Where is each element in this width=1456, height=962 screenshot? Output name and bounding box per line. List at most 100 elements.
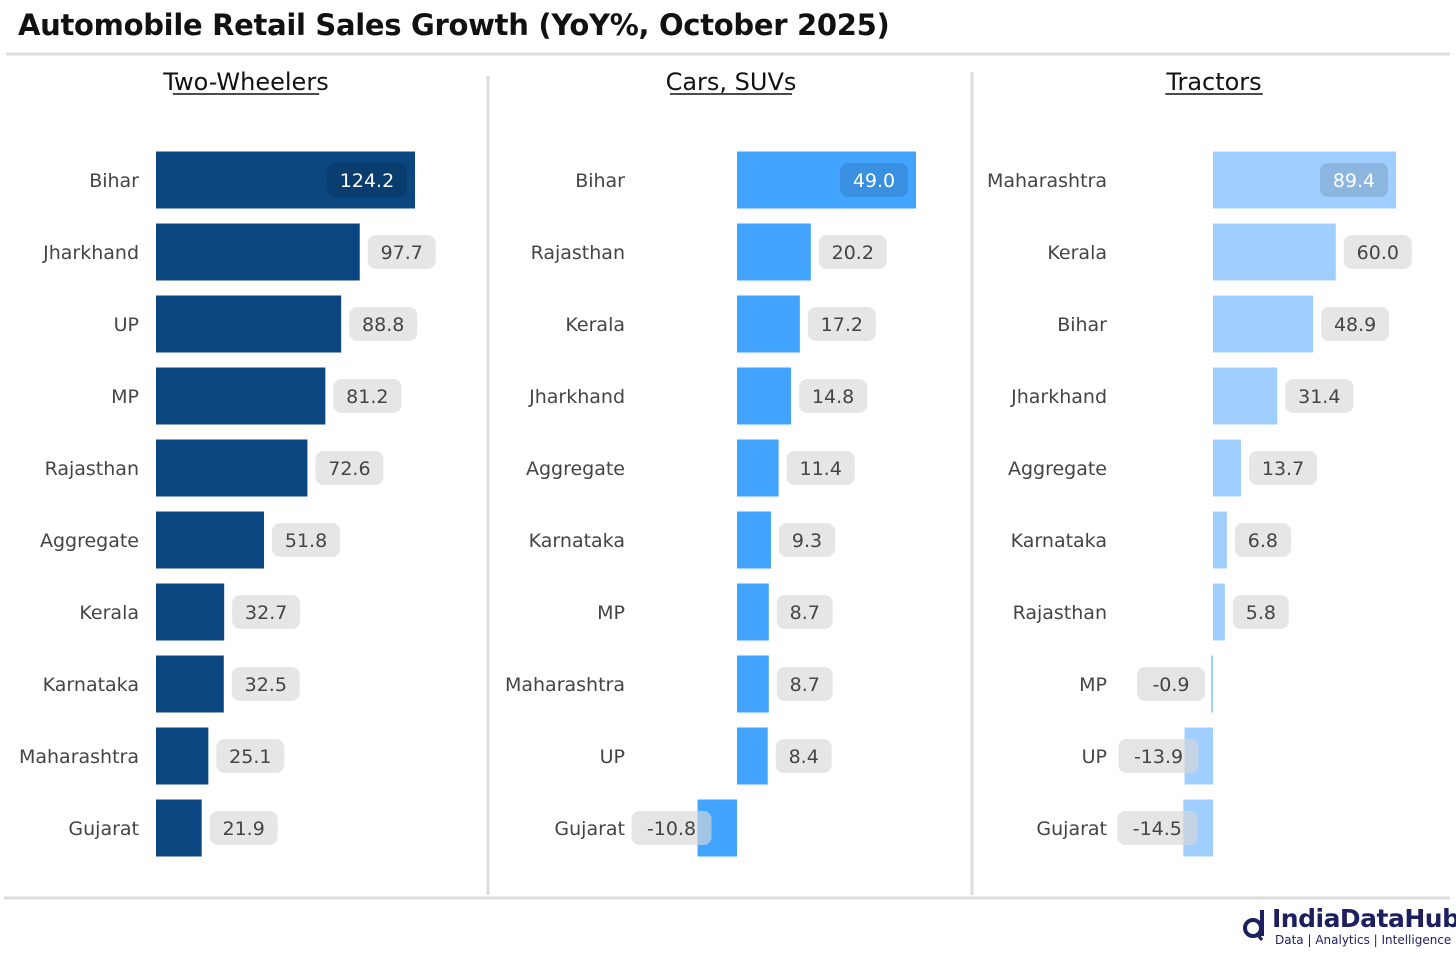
category-label: Rajasthan [1013,602,1107,624]
bar [737,367,792,425]
category-label: UP [114,314,139,336]
bar [737,151,916,209]
data-label-box [232,595,301,629]
data-label-box [209,811,278,845]
data-label-box [1232,595,1289,629]
category-label: Bihar [89,170,139,192]
category-label: Karnataka [1011,530,1107,552]
bar [156,151,415,209]
category-label: Karnataka [529,530,625,552]
data-label: -0.9 [1152,674,1189,696]
data-label: -10.8 [647,818,696,840]
data-label: 32.7 [245,602,287,624]
data-label: 5.8 [1246,602,1276,624]
category-label: Jharkhand [1010,386,1107,408]
panel-title: Cars, SUVs [666,68,797,96]
data-label: 8.7 [790,602,820,624]
data-label-box [272,523,341,557]
data-label: 25.1 [229,746,271,768]
data-label-box [786,451,855,485]
category-label: Kerala [1047,242,1107,264]
category-label: Aggregate [526,458,625,480]
data-label-box [315,451,384,485]
data-label-box [1234,523,1291,557]
data-label-box [333,379,402,413]
bar [156,655,224,713]
bar [156,295,342,353]
category-label: Aggregate [1008,458,1107,480]
category-label: Jharkhand [42,242,139,264]
data-label-box [807,307,876,341]
category-label: Jharkhand [528,386,625,408]
data-label-box [1249,451,1318,485]
brand-logo: IndiaDataHub Data | Analytics | Intellig… [1242,906,1456,948]
data-label-box [799,379,868,413]
bar [1213,223,1336,281]
bar [1213,295,1314,353]
data-label: 8.7 [790,674,820,696]
bar [737,511,771,569]
data-label: 51.8 [285,530,327,552]
bar [1213,151,1396,209]
panel-title: Two-Wheelers [162,68,328,96]
bar [156,511,265,569]
data-label-box [818,235,887,269]
category-label: Bihar [575,170,625,192]
chart-title: Automobile Retail Sales Growth (YoY%, Oc… [18,8,890,42]
category-label: Gujarat [1036,818,1107,840]
panel-title: Tractors [1165,68,1261,96]
data-label-box [327,163,407,197]
category-label: Aggregate [40,530,139,552]
data-label-box [1285,379,1354,413]
category-label: MP [1079,674,1107,696]
category-label: Maharashtra [987,170,1107,192]
bar [1213,511,1227,569]
data-label: 72.6 [328,458,370,480]
bar [737,223,811,281]
data-label-box [216,739,285,773]
category-label: Gujarat [554,818,625,840]
bar [1213,583,1225,641]
data-label: -14.5 [1133,818,1182,840]
data-label-box [367,235,436,269]
data-label-box [776,667,833,701]
data-label: -13.9 [1134,746,1183,768]
data-label: 88.8 [362,314,404,336]
data-label: 14.8 [812,386,854,408]
data-label: 89.4 [1333,170,1375,192]
bar [156,583,225,641]
data-label: 6.8 [1248,530,1278,552]
category-label: MP [597,602,625,624]
bar [737,727,768,785]
data-label: 8.4 [789,746,819,768]
bar [156,799,202,857]
bar [1213,439,1242,497]
data-label-box [840,163,908,197]
bar [737,655,769,713]
data-label-box [778,523,835,557]
category-label: Kerala [79,602,139,624]
data-label: 97.7 [381,242,423,264]
data-label: 21.9 [223,818,265,840]
data-label-box [231,667,300,701]
bar [737,295,800,353]
category-label: Gujarat [68,818,139,840]
data-label-box [1321,307,1390,341]
category-label: Maharashtra [19,746,139,768]
category-label: Karnataka [43,674,139,696]
data-label: 81.2 [346,386,388,408]
data-label-box [349,307,418,341]
data-label-box [776,595,833,629]
logo-mark-icon [1243,910,1264,941]
bar [156,727,209,785]
bar [156,439,308,497]
category-label: UP [1082,746,1107,768]
logo-name: IndiaDataHub [1272,904,1456,933]
bar [737,439,779,497]
category-label: Rajasthan [531,242,625,264]
data-label: 49.0 [853,170,895,192]
data-label: 31.4 [1298,386,1340,408]
data-label: 124.2 [340,170,394,192]
data-label: 13.7 [1262,458,1304,480]
bar [1211,655,1214,713]
